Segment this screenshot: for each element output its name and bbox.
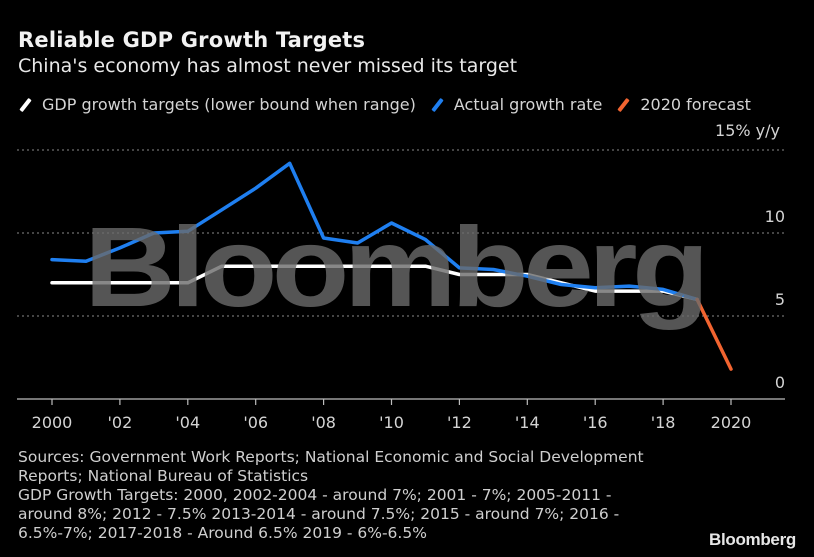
legend-label-forecast: 2020 forecast: [640, 95, 751, 114]
x-tick-label: '08: [311, 413, 336, 432]
x-tick-label: '02: [108, 413, 133, 432]
legend-item-actual: Actual growth rate: [430, 95, 602, 114]
legend-item-targets: GDP growth targets (lower bound when ran…: [18, 95, 416, 114]
y-tick-labels: 0 5 10: [765, 207, 785, 392]
note-line: 6.5%-7%; 2017-2018 - Around 6.5% 2019 - …: [18, 524, 427, 542]
note-line: Sources: Government Work Reports; Nation…: [18, 448, 644, 466]
series-lines: [50, 161, 733, 371]
x-tick-label: '06: [243, 413, 268, 432]
legend-label-actual: Actual growth rate: [453, 95, 603, 114]
legend: GDP growth targets (lower bound when ran…: [18, 95, 765, 114]
x-tick-label: '18: [651, 413, 676, 432]
chart-subtitle: China's economy has almost never missed …: [18, 55, 518, 77]
series-line-forecast: [695, 297, 733, 371]
y-tick-label: 0: [775, 373, 785, 392]
chart-title: Reliable GDP Growth Targets: [18, 28, 366, 52]
bloomberg-logo: Bloomberg: [708, 530, 796, 549]
legend-label-targets: GDP growth targets (lower bound when ran…: [42, 95, 416, 114]
series-line-targets: [50, 264, 699, 302]
x-tick-label: '12: [447, 413, 472, 432]
x-tick-label: 2020: [711, 413, 752, 432]
y-tick-label: 10: [765, 207, 785, 226]
note-line: Reports; National Bureau of Statistics: [18, 467, 309, 485]
note-line: GDP Growth Targets: 2000, 2002-2004 - ar…: [18, 486, 612, 504]
x-tick-label: 2000: [32, 413, 73, 432]
x-tick-label: '10: [379, 413, 404, 432]
series-line-actual: [50, 161, 699, 302]
x-tick-label: '14: [515, 413, 540, 432]
gridlines: [17, 149, 785, 317]
x-tick-label: '16: [583, 413, 608, 432]
legend-item-forecast: 2020 forecast: [616, 95, 751, 114]
x-axis: 2000 '02 '04 '06 '08 '10 '12 '14 '16 '18 2020: [17, 398, 785, 432]
y-tick-label: 5: [775, 290, 785, 309]
source-notes: Sources: Government Work Reports; Nation…: [18, 448, 658, 543]
y-axis-unit-label: 15% y/y: [715, 121, 780, 140]
watermark: Bloomberg: [84, 204, 704, 330]
note-line: around 8%; 2012 - 7.5% 2013-2014 - aroun…: [18, 505, 620, 523]
x-tick-label: '04: [175, 413, 200, 432]
